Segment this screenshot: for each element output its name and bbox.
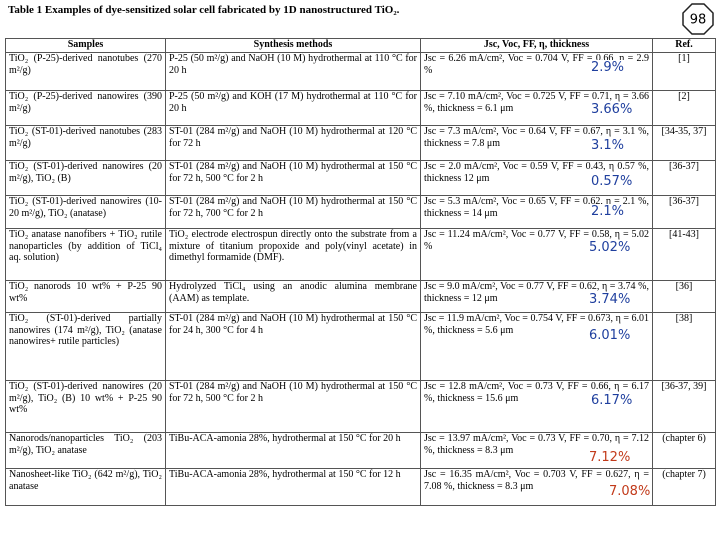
table-cell: TiO₂ nanorods 10 wt% + P-25 90 wt% bbox=[5, 280, 166, 313]
efficiency-label: 6.17% bbox=[590, 393, 634, 409]
header-row: Samples Synthesis methods Jsc, Voc, FF, η,… bbox=[5, 38, 716, 53]
efficiency-label: 3.66% bbox=[590, 102, 634, 118]
table-cell: [36] bbox=[652, 280, 716, 313]
table-cell: ST-01 (284 m²/g) and NaOH (10 M) hydroth… bbox=[165, 195, 421, 229]
table-cell: Hydrolyzed TiCl₄ using an anodic alumina… bbox=[165, 280, 421, 313]
table-cell: ST-01 (284 m²/g) and NaOH (10 M) hydroth… bbox=[165, 312, 421, 381]
table-cell: Jsc = 11.9 mA/cm², Voc = 0.754 V, FF = 0… bbox=[420, 312, 653, 381]
header-cell: Jsc, Voc, FF, η, thickness bbox=[420, 38, 653, 53]
badge-shape bbox=[682, 3, 714, 35]
table-cell: TiO₂ (ST-01)-derived nanowires (20 m²/g)… bbox=[5, 380, 166, 433]
table-cell: Jsc = 6.26 mA/cm², Voc = 0.704 V, FF = 0… bbox=[420, 52, 653, 91]
table-cell: TiO₂ (ST-01)-derived nanowires (20 m²/g)… bbox=[5, 160, 166, 196]
table-cell: [2] bbox=[652, 90, 716, 126]
page-badge: 98 bbox=[682, 3, 714, 35]
table-cell: ST-01 (284 m²/g) and NaOH (10 M) hydroth… bbox=[165, 125, 421, 161]
efficiency-label: 5.02% bbox=[588, 240, 632, 256]
table-row: TiO₂ anatase nanofibers + TiO₂ rutile na… bbox=[5, 228, 716, 281]
table-cell: Nanosheet-like TiO₂ (642 m²/g), TiO₂ ana… bbox=[5, 468, 166, 506]
table-cell: [1] bbox=[652, 52, 716, 91]
table-cell: (chapter 7) bbox=[652, 468, 716, 506]
table-title: Table 1 Examples of dye-sensitized solar… bbox=[8, 4, 400, 16]
table-row: TiO₂ (ST-01)-derived nanotubes (283 m²/g… bbox=[5, 125, 716, 161]
table-cell: TiBu-ACA-amonia 28%, hydrothermal at 150… bbox=[165, 432, 421, 469]
table-cell: [38] bbox=[652, 312, 716, 381]
table-cell: TiO₂ electrode electrospun directly onto… bbox=[165, 228, 421, 281]
table-cell: [36-37] bbox=[652, 160, 716, 196]
table-cell: TiO₂ (P-25)-derived nanowires (390 m²/g) bbox=[5, 90, 166, 126]
table-cell: TiO₂ (ST-01)-derived nanotubes (283 m²/g… bbox=[5, 125, 166, 161]
table-cell: TiO₂ (P-25)-derived nanotubes (270 m²/g) bbox=[5, 52, 166, 91]
table-cell: TiO₂ anatase nanofibers + TiO₂ rutile na… bbox=[5, 228, 166, 281]
efficiency-label: 3.74% bbox=[588, 292, 632, 308]
page-number: 98 bbox=[690, 13, 707, 28]
table-cell: [34-35, 37] bbox=[652, 125, 716, 161]
efficiency-label: 7.08% bbox=[608, 484, 652, 500]
header-cell: Synthesis methods bbox=[165, 38, 421, 53]
table-cell: [41-43] bbox=[652, 228, 716, 281]
table-cell: [36-37] bbox=[652, 195, 716, 229]
table-cell: TiO₂ (ST-01)-derived partially nanowires… bbox=[5, 312, 166, 381]
efficiency-label: 2.9% bbox=[590, 60, 626, 76]
efficiency-label: 7.12% bbox=[588, 450, 632, 466]
efficiency-label: 3.1% bbox=[590, 138, 626, 154]
table-cell: ST-01 (284 m²/g) and NaOH (10 M) hydroth… bbox=[165, 380, 421, 433]
table-row: TiO₂ (ST-01)-derived partially nanowires… bbox=[5, 312, 716, 381]
efficiency-label: 0.57% bbox=[590, 174, 634, 190]
efficiency-label: 6.01% bbox=[588, 328, 632, 344]
table-cell: [36-37, 39] bbox=[652, 380, 716, 433]
table-row: TiO₂ (ST-01)-derived nanowires (20 m²/g)… bbox=[5, 380, 716, 433]
efficiency-label: 2.1% bbox=[590, 204, 626, 220]
header-cell: Ref. bbox=[652, 38, 716, 53]
table-cell: (chapter 6) bbox=[652, 432, 716, 469]
table-cell: Nanorods/nanoparticles TiO₂ (203 m²/g), … bbox=[5, 432, 166, 469]
table-cell: P-25 (50 m²/g) and KOH (17 M) hydrotherm… bbox=[165, 90, 421, 126]
table-cell: TiO₂ (ST-01)-derived nanowires (10-20 m²… bbox=[5, 195, 166, 229]
header-cell: Samples bbox=[5, 38, 166, 53]
table-cell: ST-01 (284 m²/g) and NaOH (10 M) hydroth… bbox=[165, 160, 421, 196]
table-row: TiO₂ (P-25)-derived nanotubes (270 m²/g)… bbox=[5, 52, 716, 91]
table-cell: P-25 (50 m²/g) and NaOH (10 M) hydrother… bbox=[165, 52, 421, 91]
table-cell: TiBu-ACA-amonia 28%, hydrothermal at 150… bbox=[165, 468, 421, 506]
